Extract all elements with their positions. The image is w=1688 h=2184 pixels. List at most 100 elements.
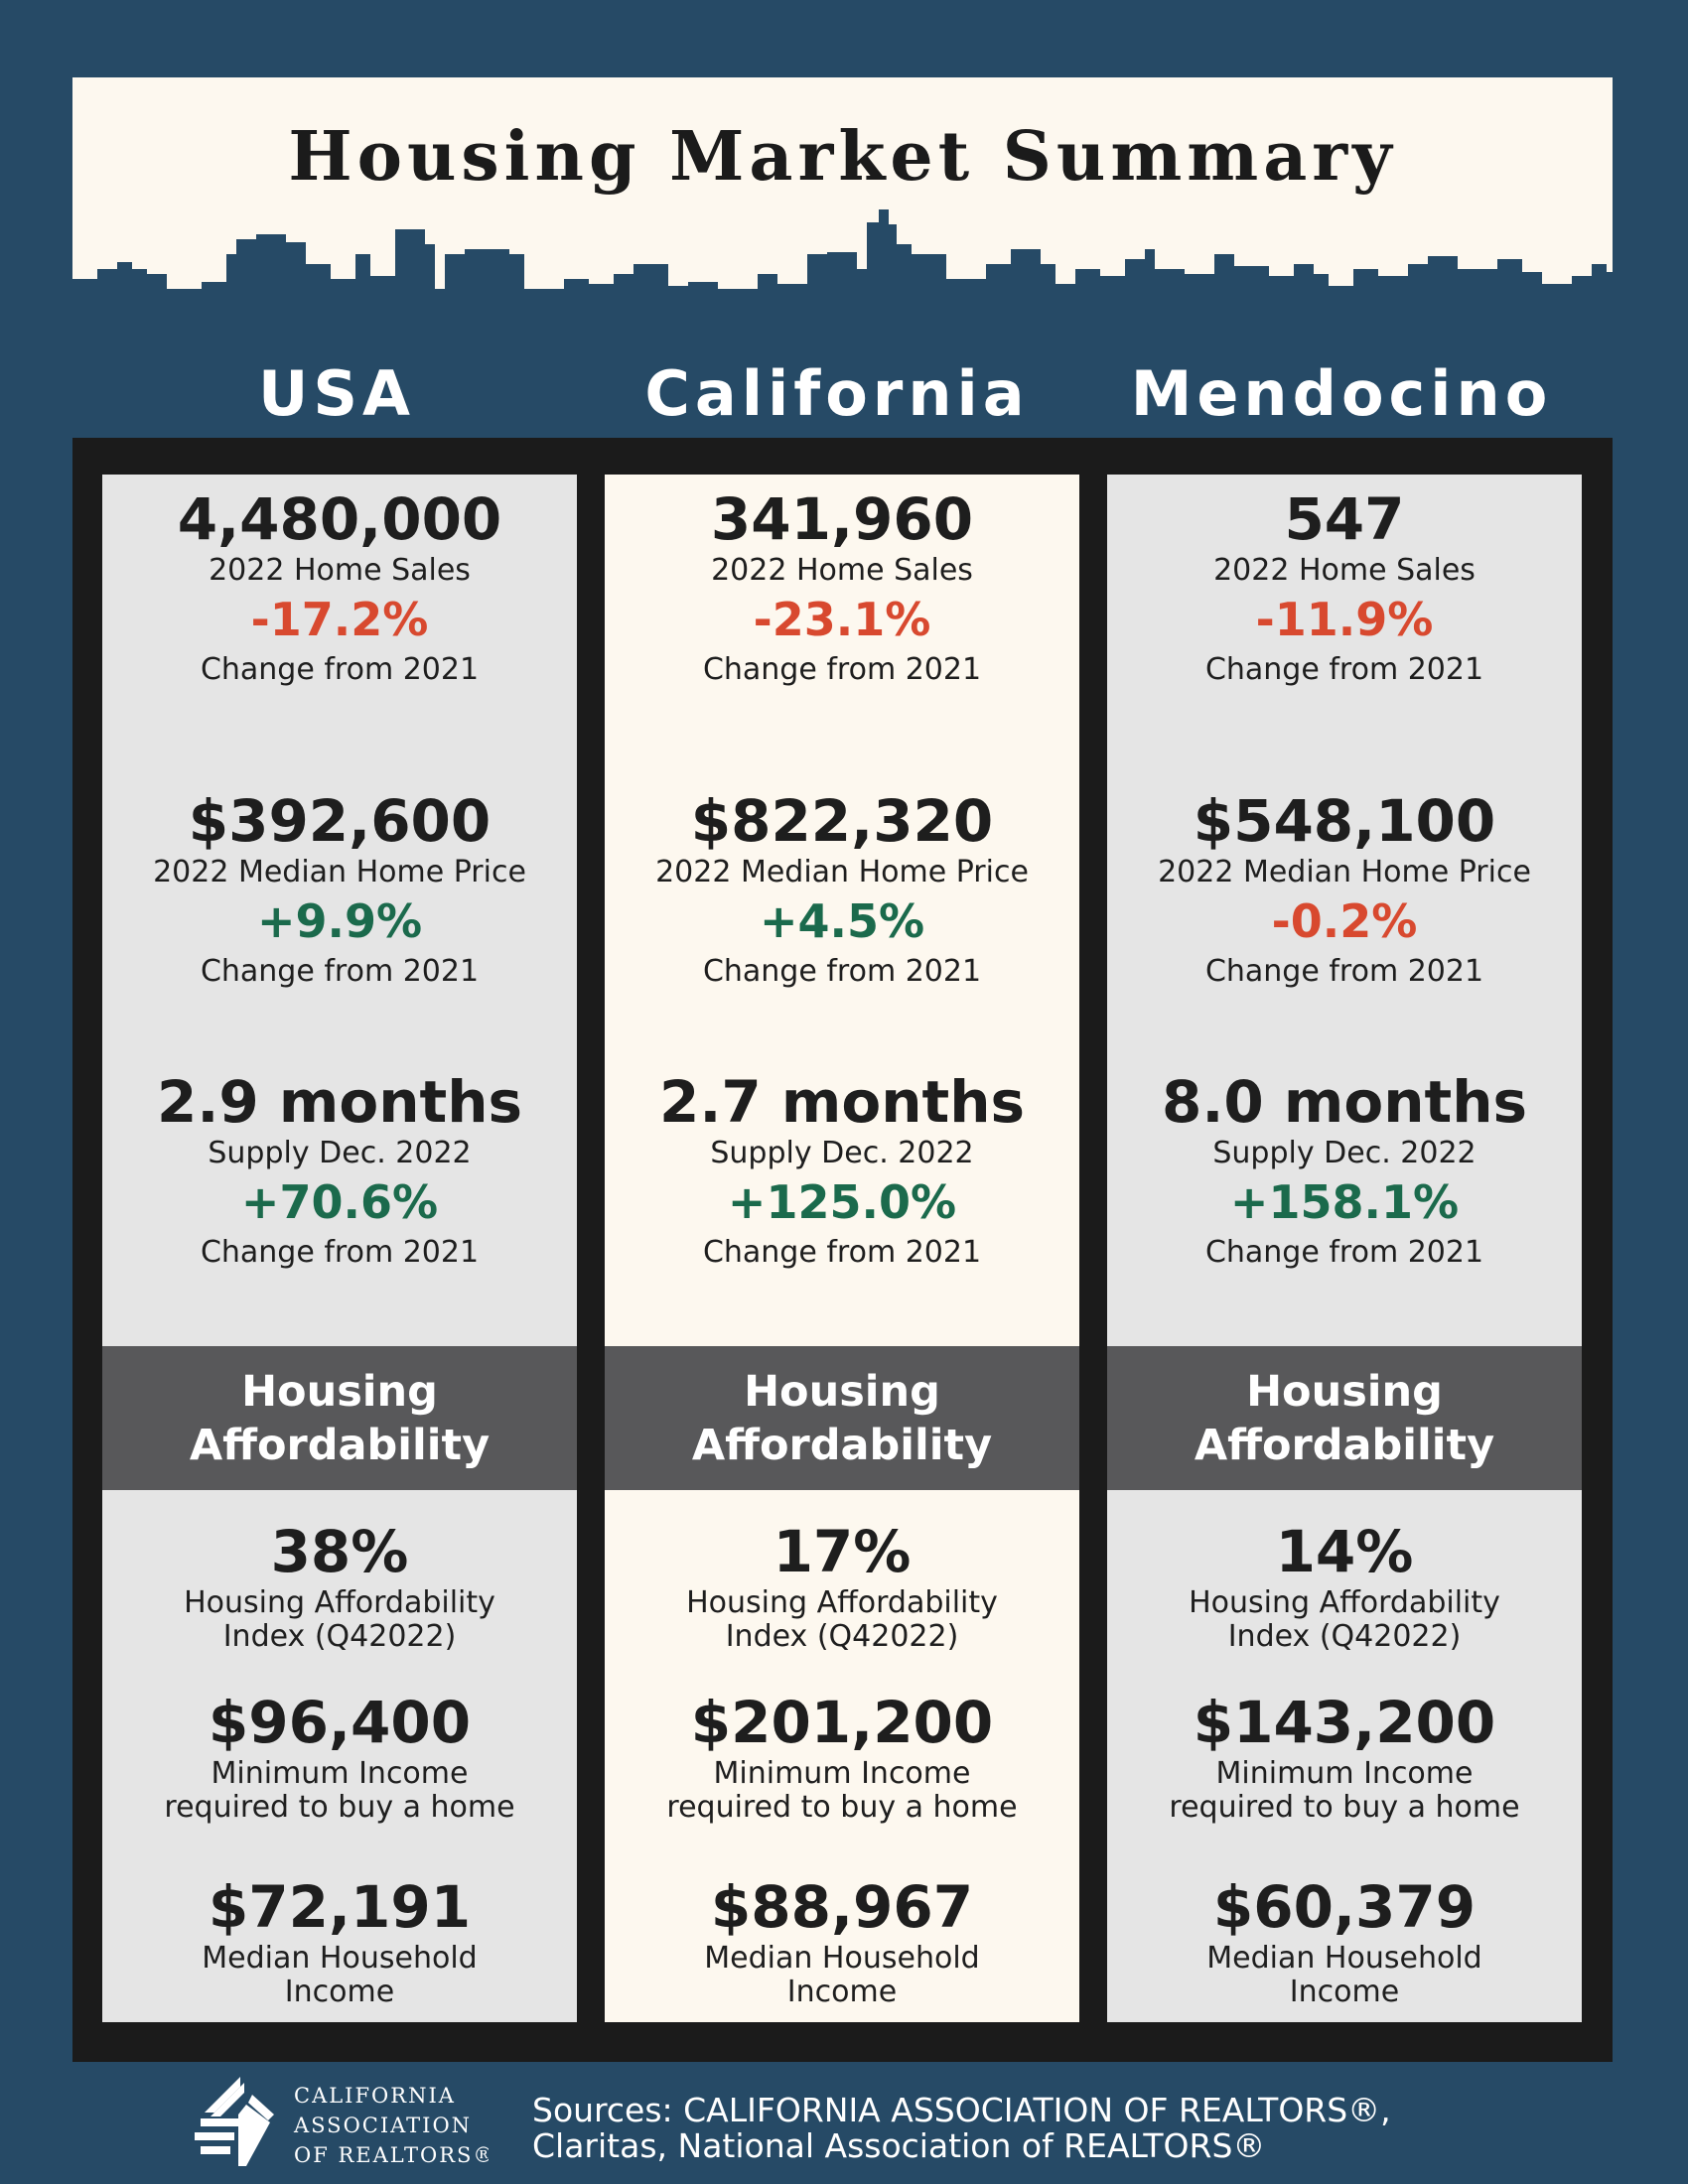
median-price-label: 2022 Median Home Price xyxy=(655,855,1029,889)
min-income-value: $96,400 xyxy=(208,1689,472,1756)
home-sales-label: 2022 Home Sales xyxy=(1213,553,1476,588)
column-heading-mendocino: Mendocino xyxy=(1130,357,1553,430)
min-income-value: $201,200 xyxy=(690,1689,994,1756)
column-heading-usa: USA xyxy=(258,357,415,430)
min-income-stat: $201,200 Minimum Income required to buy … xyxy=(605,1688,1079,1825)
supply-change: +158.1% xyxy=(1229,1175,1460,1229)
median-income-stat: $60,379 Median Household Income xyxy=(1107,1872,1582,2009)
supply-change-label: Change from 2021 xyxy=(200,1235,480,1270)
home-sales-stat: 4,480,000 2022 Home Sales -17.2% Change … xyxy=(102,484,577,687)
median-price-change-label: Change from 2021 xyxy=(1204,954,1484,989)
sources-line2: Claritas, National Association of REALTO… xyxy=(532,2126,1266,2165)
city-skyline-icon xyxy=(72,209,1613,334)
median-income-label-line2: Income xyxy=(1289,1975,1400,2009)
min-income-label-line2: required to buy a home xyxy=(666,1790,1018,1825)
median-price-value: $822,320 xyxy=(690,787,994,855)
supply-change-label: Change from 2021 xyxy=(1204,1235,1484,1270)
min-income-label-line1: Minimum Income xyxy=(211,1756,469,1791)
median-price-stat: $392,600 2022 Median Home Price +9.9% Ch… xyxy=(102,786,577,989)
car-emblem-icon: CALIFORNIA ASSOCIATION OF REALTORS® xyxy=(195,2077,493,2167)
home-sales-change: -17.2% xyxy=(250,593,429,646)
median-price-value: $392,600 xyxy=(188,787,492,855)
median-income-value: $60,379 xyxy=(1212,1873,1477,1941)
home-sales-label: 2022 Home Sales xyxy=(209,553,471,588)
home-sales-value: 341,960 xyxy=(710,485,974,553)
panel-usa: 4,480,000 2022 Home Sales -17.2% Change … xyxy=(102,475,577,2022)
median-price-stat: $548,100 2022 Median Home Price -0.2% Ch… xyxy=(1107,786,1582,989)
min-income-label-line2: required to buy a home xyxy=(164,1790,515,1825)
car-logo: CALIFORNIA ASSOCIATION OF REALTORS® xyxy=(191,2075,493,2174)
min-income-stat: $143,200 Minimum Income required to buy … xyxy=(1107,1688,1582,1825)
supply-change: +70.6% xyxy=(240,1175,439,1229)
median-income-label-line1: Median Household xyxy=(202,1941,478,1976)
hai-label-line1: Housing Affordability xyxy=(184,1585,495,1620)
median-price-label: 2022 Median Home Price xyxy=(1158,855,1531,889)
panel-california: 341,960 2022 Home Sales -23.1% Change fr… xyxy=(605,475,1079,2022)
affordability-heading-line1: Housing xyxy=(744,1366,940,1417)
affordability-heading-line1: Housing xyxy=(1246,1366,1443,1417)
median-price-change: -0.2% xyxy=(1271,894,1418,948)
home-sales-value: 4,480,000 xyxy=(177,485,502,553)
supply-label: Supply Dec. 2022 xyxy=(208,1136,472,1170)
hai-stat: 38% Housing Affordability Index (Q42022) xyxy=(102,1517,577,1654)
supply-label: Supply Dec. 2022 xyxy=(710,1136,974,1170)
median-income-stat: $72,191 Median Household Income xyxy=(102,1872,577,2009)
logo-line3: OF REALTORS® xyxy=(294,2143,489,2167)
affordability-heading: Housing Affordability xyxy=(102,1346,577,1490)
median-price-change-label: Change from 2021 xyxy=(200,954,480,989)
hai-value: 14% xyxy=(1275,1518,1414,1585)
supply-value: 8.0 months xyxy=(1161,1068,1528,1136)
supply-change: +125.0% xyxy=(727,1175,957,1229)
median-price-value: $548,100 xyxy=(1193,787,1496,855)
affordability-heading-line2: Affordability xyxy=(691,1420,993,1470)
affordability-heading-line2: Affordability xyxy=(189,1420,491,1470)
home-sales-change: -23.1% xyxy=(753,593,931,646)
median-income-stat: $88,967 Median Household Income xyxy=(605,1872,1079,2009)
hai-value: 38% xyxy=(270,1518,409,1585)
home-sales-change-label: Change from 2021 xyxy=(702,652,982,687)
hai-label-line1: Housing Affordability xyxy=(1189,1585,1500,1620)
hai-label-line2: Index (Q42022) xyxy=(725,1619,959,1654)
hai-label-line2: Index (Q42022) xyxy=(222,1619,457,1654)
supply-stat: 2.7 months Supply Dec. 2022 +125.0% Chan… xyxy=(605,1067,1079,1270)
median-price-stat: $822,320 2022 Median Home Price +4.5% Ch… xyxy=(605,786,1079,989)
supply-value: 2.9 months xyxy=(156,1068,523,1136)
sources-text: Sources: CALIFORNIA ASSOCIATION OF REALT… xyxy=(532,2093,1624,2164)
median-price-change: +9.9% xyxy=(256,894,423,948)
home-sales-stat: 547 2022 Home Sales -11.9% Change from 2… xyxy=(1107,484,1582,687)
home-sales-change: -11.9% xyxy=(1255,593,1434,646)
home-sales-change-label: Change from 2021 xyxy=(1204,652,1484,687)
min-income-stat: $96,400 Minimum Income required to buy a… xyxy=(102,1688,577,1825)
logo-line2: ASSOCIATION xyxy=(293,2114,472,2137)
home-sales-value: 547 xyxy=(1284,485,1405,553)
affordability-heading: Housing Affordability xyxy=(605,1346,1079,1490)
median-income-label-line1: Median Household xyxy=(704,1941,980,1976)
min-income-label-line2: required to buy a home xyxy=(1169,1790,1520,1825)
hai-stat: 17% Housing Affordability Index (Q42022) xyxy=(605,1517,1079,1654)
supply-label: Supply Dec. 2022 xyxy=(1212,1136,1477,1170)
title-banner: Housing Market Summary xyxy=(72,77,1613,334)
median-price-label: 2022 Median Home Price xyxy=(153,855,526,889)
panel-mendocino: 547 2022 Home Sales -11.9% Change from 2… xyxy=(1107,475,1582,2022)
median-income-value: $88,967 xyxy=(710,1873,974,1941)
min-income-label-line1: Minimum Income xyxy=(713,1756,971,1791)
supply-change-label: Change from 2021 xyxy=(702,1235,982,1270)
median-income-value: $72,191 xyxy=(208,1873,472,1941)
logo-line1: CALIFORNIA xyxy=(294,2084,456,2108)
column-heading-california: California xyxy=(644,357,1030,430)
hai-stat: 14% Housing Affordability Index (Q42022) xyxy=(1107,1517,1582,1654)
hai-label-line1: Housing Affordability xyxy=(686,1585,998,1620)
affordability-heading-line2: Affordability xyxy=(1194,1420,1495,1470)
min-income-value: $143,200 xyxy=(1193,1689,1496,1756)
supply-value: 2.7 months xyxy=(658,1068,1026,1136)
hai-value: 17% xyxy=(773,1518,912,1585)
affordability-heading: Housing Affordability xyxy=(1107,1346,1582,1490)
hai-label-line2: Index (Q42022) xyxy=(1227,1619,1462,1654)
sources-line1: Sources: CALIFORNIA ASSOCIATION OF REALT… xyxy=(532,2091,1391,2129)
median-income-label-line2: Income xyxy=(786,1975,898,2009)
median-income-label-line2: Income xyxy=(284,1975,395,2009)
median-price-change: +4.5% xyxy=(759,894,925,948)
affordability-heading-line1: Housing xyxy=(241,1366,438,1417)
supply-stat: 2.9 months Supply Dec. 2022 +70.6% Chang… xyxy=(102,1067,577,1270)
supply-stat: 8.0 months Supply Dec. 2022 +158.1% Chan… xyxy=(1107,1067,1582,1270)
